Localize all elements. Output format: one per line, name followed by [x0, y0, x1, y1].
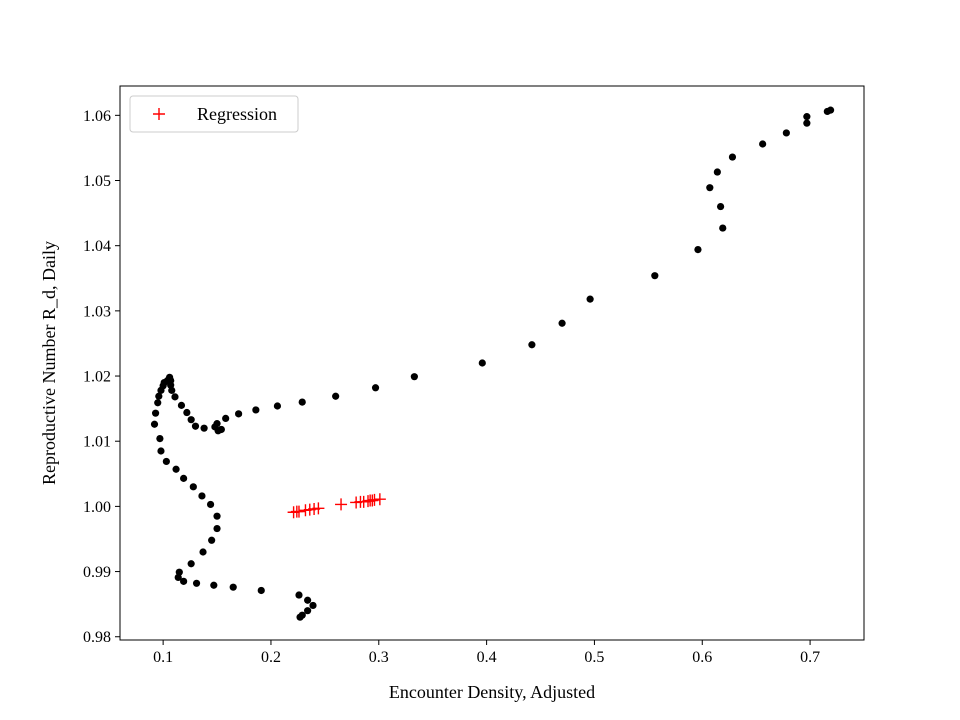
x-tick-label: 0.7: [800, 649, 820, 666]
data-point: [273, 402, 282, 410]
legend-marker: [153, 108, 165, 120]
regression-point: [335, 498, 348, 511]
data-point: [172, 465, 180, 473]
y-tick-label: 1.02: [83, 369, 111, 386]
data-point: [803, 119, 811, 127]
data-point: [151, 409, 160, 417]
data-point: [304, 596, 312, 604]
data-point: [213, 512, 221, 520]
data-point: [208, 536, 216, 544]
data-point: [728, 153, 737, 161]
y-axis: 0.98 0.99 1.00 1.01 1.02 1.03 1.04 1.05 1.06: [83, 108, 120, 646]
x-tick-label: 0.6: [692, 649, 712, 666]
data-point: [823, 107, 831, 116]
data-point: [157, 447, 165, 455]
data-point: [706, 184, 714, 192]
y-tick-label: 1.06: [83, 108, 111, 125]
legend: Regression: [129, 95, 299, 133]
data-point: [222, 414, 230, 422]
y-axis-label: Reproductive Number R_d, Daily: [39, 241, 59, 485]
y-tick-label: 1.00: [83, 499, 111, 516]
data-point: [257, 586, 265, 595]
data-point: [298, 398, 306, 406]
y-tick-label: 1.03: [83, 303, 111, 320]
y-tick-label: 0.99: [83, 564, 111, 581]
data-point: [252, 406, 260, 414]
x-tick-label: 0.5: [584, 649, 604, 666]
data-point: [210, 581, 218, 589]
data-point: [199, 548, 207, 556]
y-tick-label: 0.98: [83, 629, 111, 646]
data-point: [716, 202, 725, 211]
data-point: [371, 384, 380, 392]
data-point: [528, 341, 536, 349]
legend-box: [129, 95, 299, 133]
data-point: [586, 295, 594, 303]
y-tick-label: 1.04: [83, 238, 111, 255]
data-point: [162, 457, 170, 466]
y-tick-label: 1.05: [83, 173, 111, 190]
x-tick-label: 0.4: [477, 649, 497, 666]
data-point: [309, 601, 317, 610]
regression-point: [373, 493, 386, 506]
data-point: [180, 474, 188, 482]
data-point: [183, 408, 191, 417]
regression-point: [292, 505, 305, 518]
data-point: [478, 359, 486, 367]
data-point: [229, 583, 237, 591]
data-point: [156, 435, 164, 443]
data-point: [211, 423, 219, 431]
axes-frame: [119, 85, 865, 641]
data-point: [189, 483, 197, 491]
data-point: [410, 373, 418, 381]
data-point: [235, 410, 243, 418]
data-point: [155, 392, 163, 400]
data-point: [759, 140, 767, 148]
data-point: [558, 319, 566, 327]
data-point: [713, 168, 721, 176]
data-point: [198, 492, 206, 500]
data-points: [150, 106, 835, 621]
legend-label: Regression: [197, 104, 277, 124]
data-point: [719, 224, 727, 232]
data-point: [174, 573, 182, 582]
data-point: [296, 613, 304, 621]
data-point: [200, 424, 208, 432]
data-point: [191, 422, 200, 430]
data-point: [154, 399, 162, 407]
data-point: [187, 416, 195, 424]
x-tick-label: 0.1: [153, 649, 173, 666]
data-point: [180, 577, 188, 585]
data-point: [651, 272, 659, 280]
x-axis-label: Encounter Density, Adjusted: [389, 682, 595, 702]
data-point: [803, 113, 811, 121]
regression-point: [312, 502, 325, 515]
data-point: [187, 560, 195, 568]
data-point: [694, 245, 702, 254]
data-point: [157, 386, 165, 394]
x-axis: 0.1 0.2 0.3 0.4 0.5 0.6 0.7: [153, 640, 820, 666]
data-point: [171, 393, 179, 401]
data-point: [213, 524, 221, 533]
data-point: [192, 579, 201, 587]
data-point: [177, 401, 186, 409]
x-tick-label: 0.2: [261, 649, 281, 666]
data-point: [150, 420, 159, 428]
y-tick-label: 1.01: [83, 434, 111, 451]
data-point: [304, 607, 312, 615]
data-point: [295, 591, 303, 599]
x-tick-label: 0.3: [369, 649, 389, 666]
data-point: [782, 129, 790, 137]
series-observed: [150, 106, 835, 621]
data-point: [332, 392, 340, 400]
data-point: [206, 500, 215, 509]
series-regression: [287, 493, 386, 519]
